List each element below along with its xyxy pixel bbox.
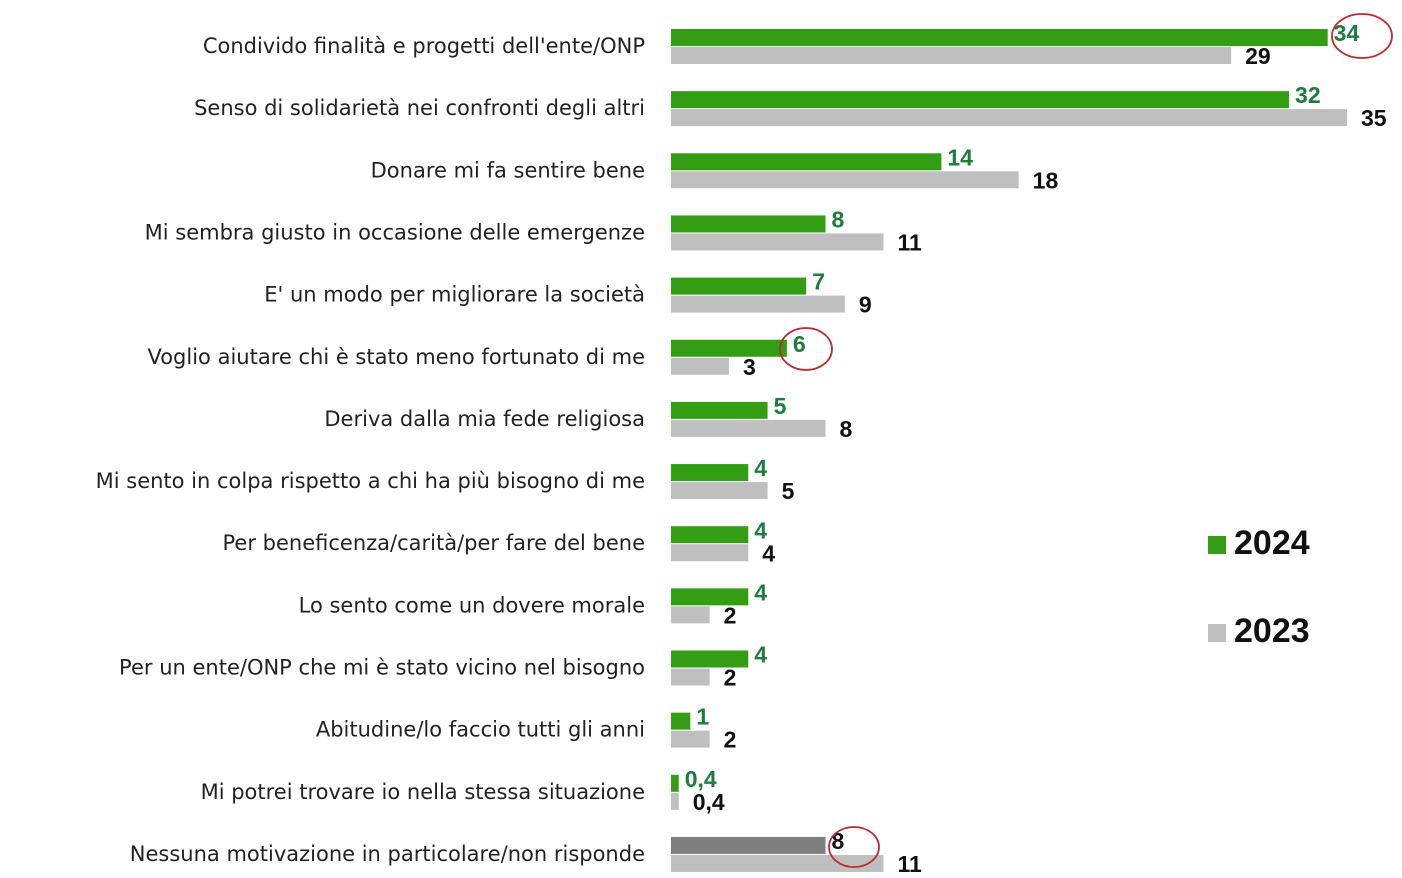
bar [671, 482, 768, 500]
bar [671, 464, 749, 482]
bar [671, 650, 749, 668]
bar [671, 792, 679, 810]
value-label: 35 [1361, 105, 1387, 131]
category-label: Abitudine/lo faccio tutti gli anni [316, 718, 645, 742]
value-label: 1 [696, 704, 709, 730]
bar [671, 774, 679, 792]
value-label: 29 [1245, 43, 1271, 69]
bar [671, 357, 729, 375]
category-label: E' un modo per migliorare la società [264, 283, 645, 307]
value-label: 4 [754, 517, 767, 543]
category-label: Senso di solidarietà nei confronti degli… [194, 96, 645, 120]
bar [671, 109, 1347, 127]
value-label: 11 [897, 851, 922, 877]
bar [671, 233, 884, 251]
bar [671, 526, 749, 544]
value-label: 4 [762, 540, 775, 566]
bar [671, 668, 710, 686]
value-label: 4 [754, 455, 767, 481]
value-label: 11 [897, 230, 922, 256]
bar [671, 401, 768, 419]
value-label: 18 [1033, 167, 1059, 193]
legend-swatch [1208, 624, 1226, 642]
value-label: 6 [793, 331, 806, 357]
legend-label: 2024 [1234, 524, 1310, 562]
category-label: Mi sembra giusto in occasione delle emer… [145, 220, 645, 244]
value-label: 8 [840, 416, 853, 442]
value-label: 5 [782, 478, 795, 504]
value-label: 2 [724, 602, 737, 628]
value-label: 2 [724, 727, 737, 753]
bar [671, 339, 787, 357]
bar [671, 836, 826, 854]
highlight-circle [779, 327, 833, 371]
legend-swatch [1208, 536, 1226, 554]
value-label: 0,4 [685, 766, 717, 792]
bar [671, 588, 749, 606]
value-label: 7 [812, 269, 825, 295]
value-label: 9 [859, 292, 872, 318]
value-label: 4 [754, 642, 767, 668]
value-label: 8 [832, 207, 845, 233]
category-label: Nessuna motivazione in particolare/non r… [130, 842, 645, 866]
value-label: 0,4 [693, 789, 725, 815]
value-label: 14 [947, 144, 973, 170]
bar [671, 606, 710, 624]
bar [671, 47, 1232, 64]
category-label: Donare mi fa sentire bene [371, 158, 645, 182]
bar [671, 544, 749, 562]
category-label: Deriva dalla mia fede religiosa [324, 407, 645, 431]
highlight-circle [828, 826, 880, 868]
bar [671, 91, 1290, 109]
bar [671, 29, 1328, 46]
highlight-circle [1331, 13, 1393, 59]
category-label: Per beneficenza/carità/per fare del bene [223, 531, 645, 555]
bar [671, 712, 691, 730]
value-label: 5 [774, 393, 787, 419]
value-label: 34 [1334, 20, 1360, 46]
bar [671, 854, 884, 872]
value-label: 32 [1295, 82, 1321, 108]
value-label: 2 [724, 665, 737, 691]
category-label: Mi potrei trovare io nella stessa situaz… [201, 780, 645, 804]
bar [671, 215, 826, 233]
value-label: 4 [754, 579, 767, 605]
bar [671, 171, 1019, 189]
category-label: Mi sento in colpa rispetto a chi ha più … [96, 469, 645, 493]
category-label: Condivido finalità e progetti dell'ente/… [203, 34, 645, 58]
bar [671, 730, 710, 748]
category-label: Lo sento come un dovere morale [299, 593, 645, 617]
bar [671, 295, 845, 313]
bar [671, 419, 826, 437]
bar [671, 277, 807, 295]
category-label: Voglio aiutare chi è stato meno fortunat… [147, 345, 645, 369]
category-label: Per un ente/ONP che mi è stato vicino ne… [119, 656, 645, 680]
value-label: 3 [743, 354, 756, 380]
bar [671, 153, 942, 171]
legend-label: 2023 [1234, 612, 1310, 650]
